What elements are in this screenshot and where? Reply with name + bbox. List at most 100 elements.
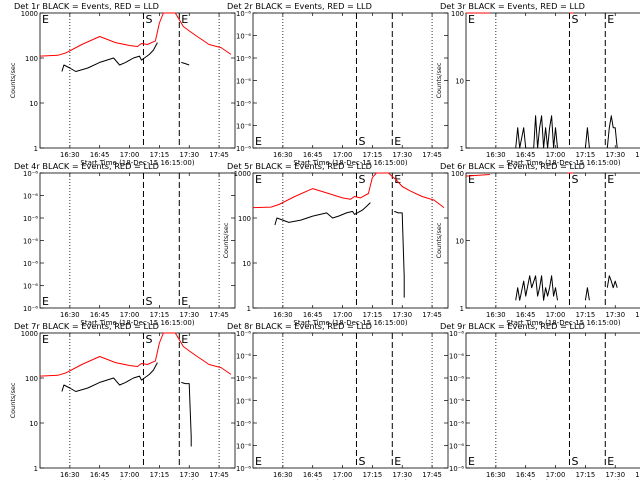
panel-title: Det 7r BLACK = Events, RED = LLD bbox=[14, 321, 159, 331]
y-tick-label: 10⁻⁶ bbox=[236, 100, 251, 108]
y-tick-label: 10⁻⁶ bbox=[236, 420, 251, 428]
x-tick-label: 17:15 bbox=[150, 471, 170, 479]
y-axis-title: Counts/sec bbox=[9, 382, 17, 418]
left-e-label: E bbox=[468, 173, 475, 186]
y-tick-label: 100 bbox=[451, 10, 464, 18]
x-tick-label: 17:30 bbox=[605, 311, 625, 319]
x-tick-label: 17:15 bbox=[576, 311, 596, 319]
lld-series-line bbox=[39, 332, 232, 377]
x-tick-label: 17:00 bbox=[120, 151, 140, 159]
lld-series-line bbox=[252, 172, 445, 209]
panel-8r: Det 8r BLACK = Events, RED = LLD E S E 16:30… bbox=[227, 321, 449, 480]
events-series-line bbox=[515, 275, 558, 301]
panel-2r: Det 2r BLACK = Events, RED = LLD E S E 16:30… bbox=[227, 1, 449, 167]
marker-label-e: E bbox=[607, 455, 614, 468]
x-tick-label: 17:45 bbox=[422, 151, 442, 159]
panel-title: Det 4r BLACK = Events, RED = LLD bbox=[14, 161, 159, 171]
y-axis-title: Counts/sec bbox=[435, 62, 443, 98]
x-tick-label: 17:45 bbox=[635, 151, 640, 159]
y-tick-label: 1 bbox=[34, 465, 38, 473]
x-tick-label: 17:45 bbox=[422, 471, 442, 479]
events-series-line bbox=[61, 362, 158, 392]
y-tick-label: 10⁻⁶ bbox=[23, 193, 38, 201]
x-tick-label: 17:45 bbox=[209, 311, 229, 319]
x-axis-title: Start Time (18-Dec-15 16:15:00) bbox=[506, 159, 620, 167]
y-tick-label: 10⁻⁶ bbox=[236, 443, 251, 451]
y-tick-label: 10⁻⁶ bbox=[23, 260, 38, 268]
x-tick-label: 16:45 bbox=[516, 311, 536, 319]
y-tick-label: 10⁻⁶ bbox=[236, 33, 251, 41]
y-tick-label: 1 bbox=[247, 305, 251, 313]
y-tick-label: 10⁻⁶ bbox=[236, 353, 251, 361]
x-tick-label: 16:45 bbox=[303, 151, 323, 159]
events-series-line bbox=[584, 287, 590, 301]
left-e-label: E bbox=[42, 333, 49, 346]
x-axis-title: Start Time (18-Dec-15 16:15:00) bbox=[293, 159, 407, 167]
panel-title: Det 2r BLACK = Events, RED = LLD bbox=[227, 1, 372, 11]
x-tick-label: 17:00 bbox=[120, 471, 140, 479]
panel-title: Det 9r BLACK = Events, RED = LLD bbox=[440, 321, 585, 331]
left-e-label: E bbox=[255, 135, 262, 148]
plot-frame bbox=[39, 172, 236, 309]
marker-label-e: E bbox=[394, 173, 401, 186]
lld-series-line bbox=[39, 12, 232, 57]
y-tick-label: 10⁻⁶ bbox=[23, 238, 38, 246]
y-tick-label: 100 bbox=[25, 55, 38, 63]
x-tick-label: 17:15 bbox=[150, 151, 170, 159]
x-tick-label: 16:30 bbox=[273, 471, 293, 479]
x-tick-label: 17:30 bbox=[179, 151, 199, 159]
y-tick-label: 10⁻⁶ bbox=[236, 375, 251, 383]
marker-label-s: S bbox=[358, 135, 365, 148]
events-series-line bbox=[274, 202, 371, 226]
x-axis-title: Start Time (18-Dec-15 16:15:00) bbox=[80, 319, 194, 327]
events-series-line bbox=[515, 115, 558, 149]
x-tick-label: 17:30 bbox=[605, 151, 625, 159]
x-tick-label: 17:15 bbox=[576, 471, 596, 479]
plot-frame bbox=[252, 12, 449, 149]
x-tick-label: 16:45 bbox=[516, 471, 536, 479]
x-tick-label: 17:15 bbox=[363, 471, 383, 479]
y-tick-label: 10⁻⁶ bbox=[449, 420, 464, 428]
x-tick-label: 16:30 bbox=[60, 151, 80, 159]
y-tick-label: 10⁻⁶ bbox=[236, 145, 251, 153]
y-tick-label: 10⁻⁶ bbox=[236, 398, 251, 406]
panel-7r: Det 7r BLACK = Events, RED = LLD E S E 16:30… bbox=[9, 321, 236, 480]
y-tick-label: 1000 bbox=[21, 330, 38, 338]
x-tick-label: 17:45 bbox=[635, 311, 640, 319]
y-axis-title: Counts/sec bbox=[222, 222, 230, 258]
plot-frame bbox=[252, 332, 449, 469]
x-tick-label: 16:30 bbox=[486, 471, 506, 479]
plot-frame bbox=[252, 172, 449, 309]
x-tick-label: 17:00 bbox=[333, 471, 353, 479]
left-e-label: E bbox=[468, 13, 475, 26]
marker-label-e: E bbox=[181, 13, 188, 26]
y-tick-label: 10⁻⁶ bbox=[236, 123, 251, 131]
panel-title: Det 8r BLACK = Events, RED = LLD bbox=[227, 321, 372, 331]
events-series-line bbox=[584, 127, 590, 149]
events-series-line bbox=[61, 42, 158, 72]
x-tick-label: 16:45 bbox=[303, 311, 323, 319]
y-tick-label: 10⁻⁶ bbox=[23, 170, 38, 178]
marker-label-e: E bbox=[181, 333, 188, 346]
y-tick-label: 10⁻⁶ bbox=[236, 55, 251, 63]
x-tick-label: 16:30 bbox=[486, 151, 506, 159]
marker-label-e: E bbox=[607, 13, 614, 26]
y-tick-label: 100 bbox=[238, 215, 251, 223]
x-tick-label: 17:00 bbox=[546, 311, 566, 319]
x-tick-label: 16:45 bbox=[303, 471, 323, 479]
y-tick-label: 10⁻⁶ bbox=[449, 465, 464, 473]
plot-frame bbox=[465, 332, 640, 469]
x-tick-label: 16:30 bbox=[60, 471, 80, 479]
y-tick-label: 10 bbox=[455, 238, 464, 246]
panel-1r: Det 1r BLACK = Events, RED = LLD E S E 16:30… bbox=[9, 1, 236, 167]
x-tick-label: 16:45 bbox=[90, 151, 110, 159]
y-tick-label: 1 bbox=[460, 305, 464, 313]
left-e-label: E bbox=[468, 455, 475, 468]
events-series-line bbox=[181, 61, 190, 66]
x-tick-label: 17:30 bbox=[392, 311, 412, 319]
panel-9r: Det 9r BLACK = Events, RED = LLD E S E 16:30… bbox=[440, 321, 640, 480]
y-tick-label: 10⁻⁶ bbox=[236, 465, 251, 473]
x-tick-label: 17:00 bbox=[546, 151, 566, 159]
x-tick-label: 17:45 bbox=[209, 151, 229, 159]
